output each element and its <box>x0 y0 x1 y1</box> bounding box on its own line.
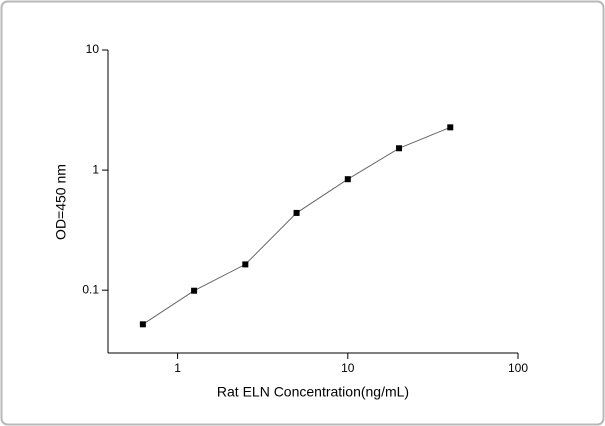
x-tick-label: 10 <box>341 361 355 375</box>
x-tick-label: 1 <box>174 361 181 375</box>
y-axis-label: OD=450 nm <box>53 164 69 240</box>
data-point <box>139 321 146 328</box>
data-point <box>242 261 249 268</box>
data-point <box>447 124 454 131</box>
y-tick-label: 10 <box>86 42 100 56</box>
x-tick-label: 100 <box>508 361 528 375</box>
y-tick-label: 1 <box>92 162 99 176</box>
data-point <box>191 287 198 294</box>
x-axis-label: Rat ELN Concentration(ng/mL) <box>217 384 409 400</box>
data-point <box>293 209 300 216</box>
y-tick-label: 0.1 <box>82 282 99 296</box>
data-point <box>396 145 403 152</box>
data-point <box>344 176 351 183</box>
